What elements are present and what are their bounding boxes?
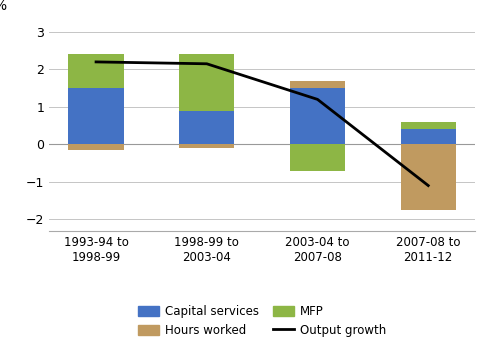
Bar bbox=[179, 111, 235, 144]
Bar bbox=[69, 88, 124, 144]
Bar bbox=[400, 129, 456, 144]
Legend: Capital services, Hours worked, MFP, Output growth: Capital services, Hours worked, MFP, Out… bbox=[133, 300, 391, 339]
Text: %: % bbox=[0, 0, 7, 13]
Bar bbox=[69, 144, 124, 150]
Bar bbox=[290, 81, 345, 88]
Bar bbox=[400, 122, 456, 129]
Bar bbox=[290, 144, 345, 171]
Bar bbox=[179, 144, 235, 148]
Bar bbox=[290, 88, 345, 144]
Bar bbox=[69, 55, 124, 88]
Bar bbox=[400, 144, 456, 210]
Bar bbox=[179, 55, 235, 111]
